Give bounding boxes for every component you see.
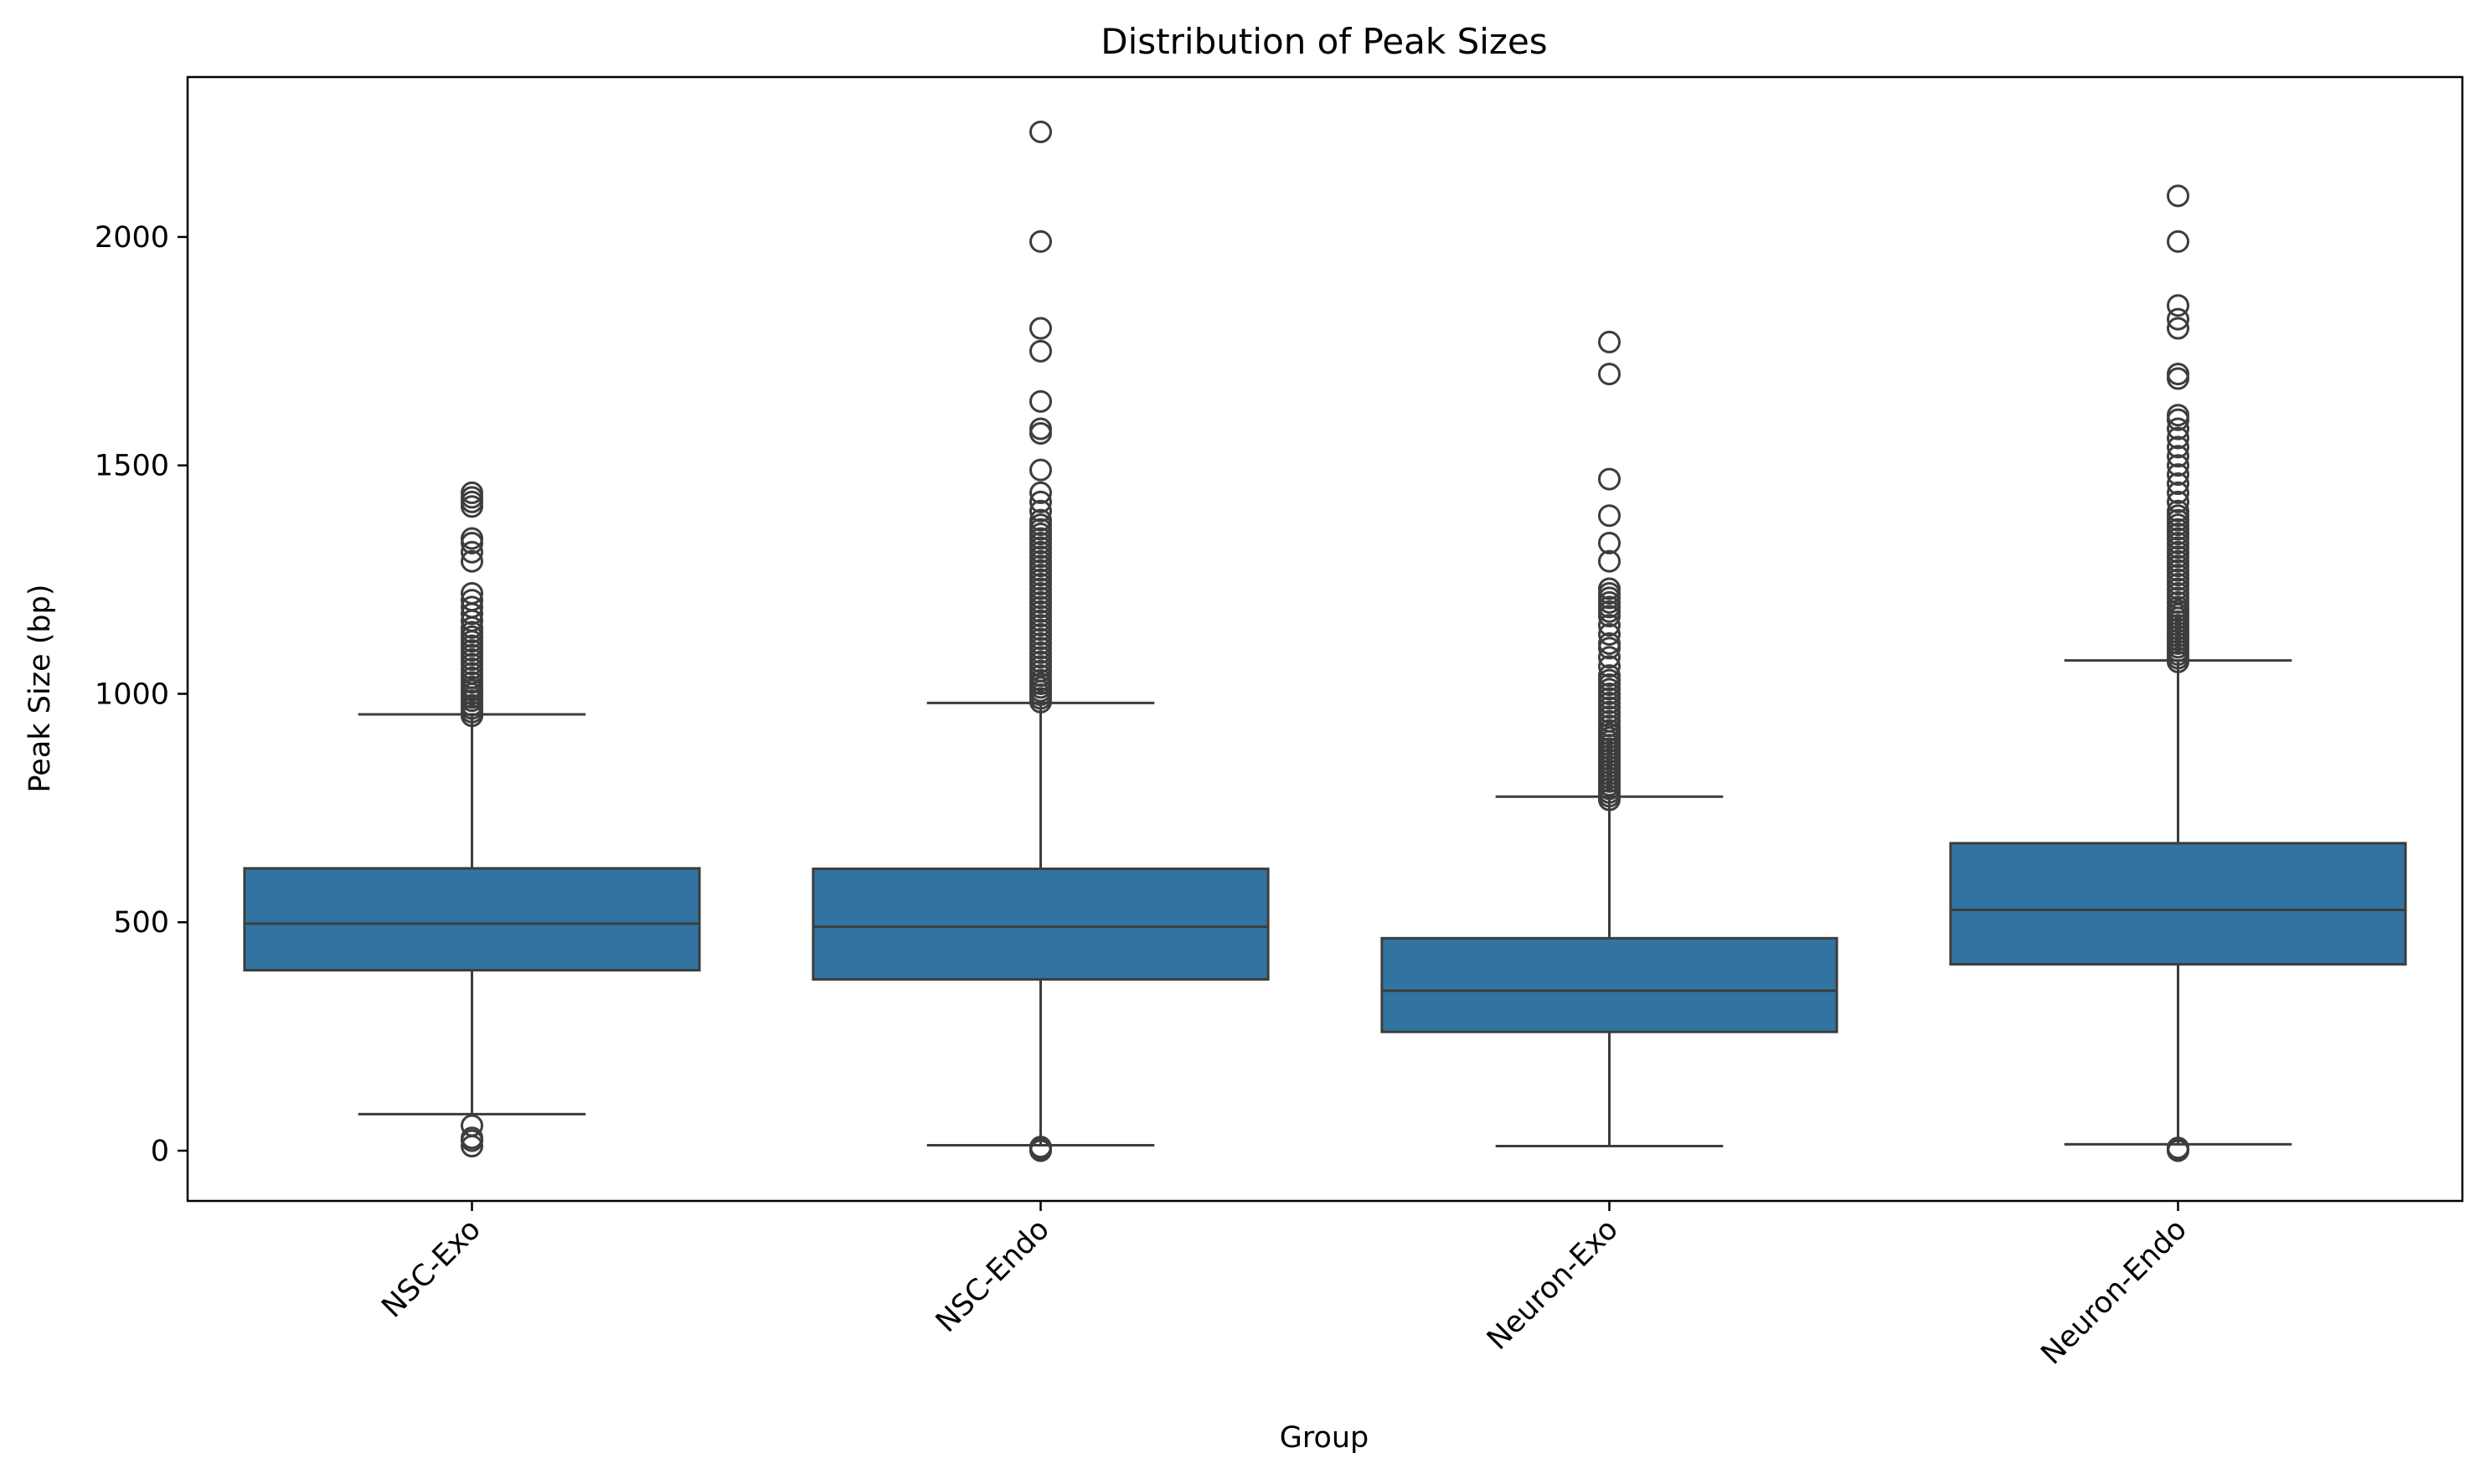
outlier-point-neuron-exo xyxy=(1598,646,1621,669)
outlier-point-nsc-exo xyxy=(461,540,483,564)
outlier-point-neuron-exo xyxy=(1598,631,1621,655)
outlier-point-nsc-endo xyxy=(1029,417,1052,441)
outlier-point-neuron-exo xyxy=(1598,664,1621,688)
outlier-point-nsc-exo xyxy=(461,481,483,504)
outlier-point-nsc-exo xyxy=(461,1126,483,1150)
outlier-point-nsc-endo xyxy=(1029,481,1052,504)
outlier-point-neuron-endo xyxy=(2167,184,2189,208)
outlier-point-neuron-endo xyxy=(2167,435,2189,459)
outlier-point-nsc-endo xyxy=(1029,339,1052,363)
outlier-point-neuron-exo xyxy=(1598,531,1621,554)
outlier-point-nsc-endo xyxy=(1029,458,1052,482)
outlier-point-neuron-endo xyxy=(2167,363,2189,386)
outlier-point-neuron-exo xyxy=(1598,614,1621,637)
outlier-point-neuron-endo xyxy=(2167,294,2189,317)
outlier-point-neuron-endo xyxy=(2167,417,2189,441)
outlier-point-neuron-exo xyxy=(1598,467,1621,491)
y-tick-label: 0 xyxy=(151,1135,169,1168)
outlier-point-nsc-endo xyxy=(1029,317,1052,340)
box-nsc-endo xyxy=(812,867,1270,981)
y-axis-label: Peak Size (bp) xyxy=(23,585,57,793)
outlier-point-neuron-endo xyxy=(2167,499,2189,523)
x-tick-label: Neuron-Exo xyxy=(1481,1213,1625,1357)
outlier-point-neuron-endo xyxy=(2167,445,2189,468)
outlier-point-neuron-endo xyxy=(2167,317,2189,340)
outlier-point-neuron-exo xyxy=(1598,363,1621,386)
box-neuron-exo xyxy=(1380,936,1838,1033)
box-nsc-exo xyxy=(243,867,701,972)
outlier-point-neuron-endo xyxy=(2167,490,2189,513)
outlier-point-neuron-endo xyxy=(2167,307,2189,331)
outlier-point-nsc-exo xyxy=(461,549,483,573)
y-tick-label: 1000 xyxy=(95,678,169,711)
x-tick-label: Neuron-Endo xyxy=(2035,1213,2194,1371)
outlier-point-nsc-endo xyxy=(1029,499,1052,523)
y-tick-label: 500 xyxy=(113,906,169,940)
outlier-point-neuron-exo xyxy=(1598,623,1621,647)
y-tick-label: 2000 xyxy=(95,221,169,255)
outlier-point-neuron-exo xyxy=(1598,577,1621,600)
outlier-point-nsc-endo xyxy=(1029,490,1052,513)
outlier-point-neuron-exo xyxy=(1598,655,1621,678)
outlier-point-neuron-exo xyxy=(1598,330,1621,353)
outlier-point-nsc-exo xyxy=(461,589,483,612)
outlier-point-neuron-exo xyxy=(1598,549,1621,573)
x-axis-label: Group xyxy=(1280,1421,1369,1455)
outlier-point-neuron-endo xyxy=(2167,463,2189,487)
outlier-point-neuron-endo xyxy=(2167,472,2189,496)
outlier-point-neuron-endo xyxy=(2167,1136,2189,1160)
outlier-point-nsc-endo xyxy=(1029,508,1052,532)
x-tick-label: NSC-Exo xyxy=(375,1213,487,1324)
outlier-point-neuron-endo xyxy=(2167,404,2189,427)
plot-frame xyxy=(186,75,2464,1203)
outlier-point-nsc-endo xyxy=(1029,120,1052,143)
outlier-point-neuron-endo xyxy=(2167,426,2189,450)
outlier-point-neuron-endo xyxy=(2167,454,2189,477)
chart-title: Distribution of Peak Sizes xyxy=(1101,21,1547,62)
plot-area: 0 500 1000 1500 2000 NSC-Exo NSC-Endo Neuron-Ex… xyxy=(95,75,2464,1371)
outlier-point-neuron-exo xyxy=(1598,504,1621,528)
outlier-point-nsc-endo xyxy=(1029,1136,1052,1159)
y-tick-label: 1500 xyxy=(95,450,169,483)
outlier-point-nsc-exo xyxy=(461,527,483,550)
box-neuron-endo xyxy=(1949,842,2407,966)
outlier-point-neuron-endo xyxy=(2167,229,2189,253)
outlier-point-nsc-endo xyxy=(1029,229,1052,253)
outlier-point-nsc-exo xyxy=(461,1114,483,1137)
outlier-point-nsc-exo xyxy=(461,595,483,619)
outlier-point-nsc-endo xyxy=(1029,422,1052,446)
outlier-point-nsc-endo xyxy=(1029,389,1052,413)
outlier-point-neuron-endo xyxy=(2167,481,2189,504)
outlier-point-neuron-endo xyxy=(2167,367,2189,390)
x-tick-label: NSC-Endo xyxy=(930,1213,1056,1339)
outlier-point-nsc-exo xyxy=(461,581,483,605)
